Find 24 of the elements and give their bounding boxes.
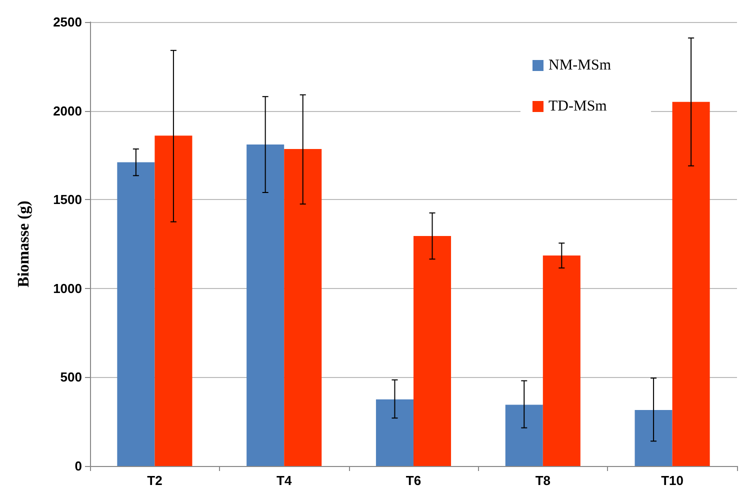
bar [117,162,155,466]
y-tick-label: 1000 [53,280,82,296]
y-tick-label: 2500 [53,14,82,30]
x-tick-label: T2 [147,473,162,488]
bar [634,410,672,466]
y-tick-label: 1500 [53,192,82,208]
bar [284,148,322,466]
y-tick-label: 500 [60,370,82,385]
bar [246,144,284,466]
y-tick-label: 2000 [53,103,82,118]
legend-label: TD-MSm [548,98,608,114]
x-tick-label: T8 [535,473,550,488]
x-tick-label: T4 [276,473,292,488]
bar [542,256,580,466]
x-tick-label: T10 [661,473,684,488]
y-tick-label: 0 [74,458,82,474]
bar [154,136,192,466]
legend-label: NM-MSm [548,58,612,74]
x-tick-label: T6 [406,473,422,488]
bar [376,399,414,466]
bar [414,236,452,466]
bar [505,404,543,466]
y-axis-title: Biomasse (g) [16,200,32,288]
bar [672,102,710,466]
